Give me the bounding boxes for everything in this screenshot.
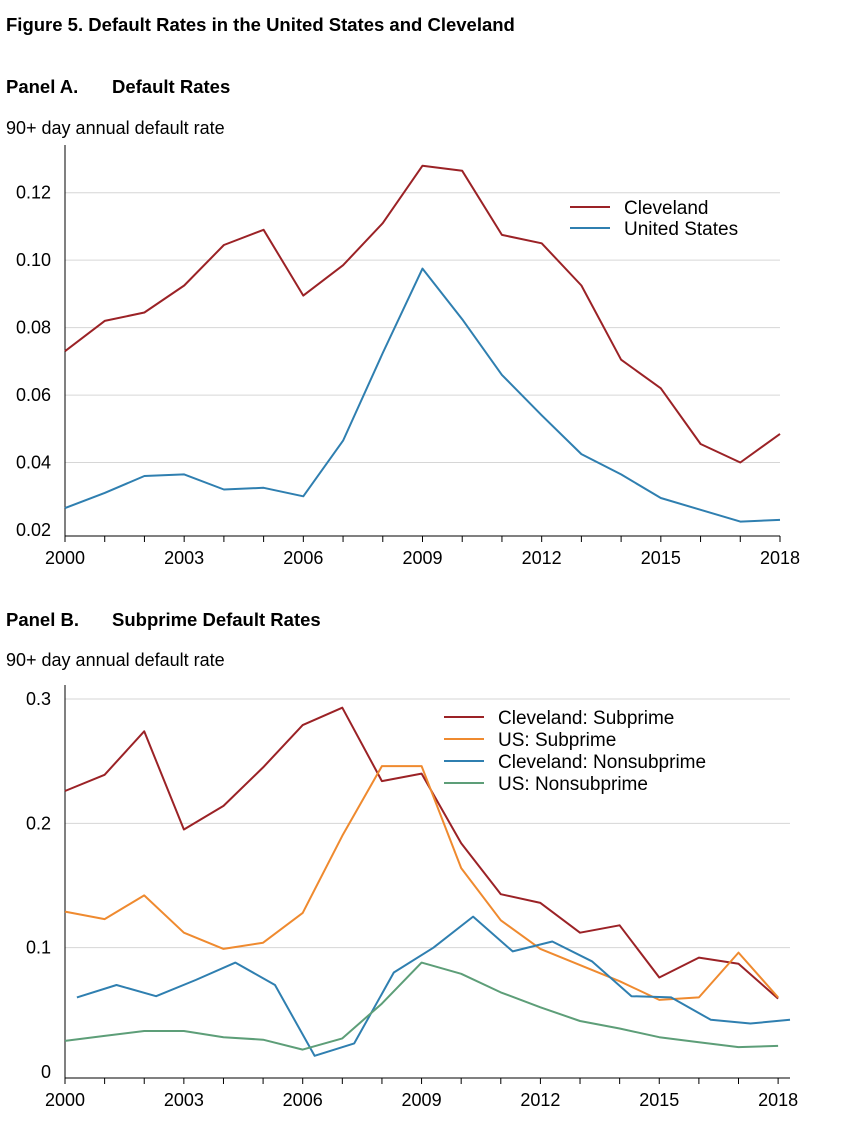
panel-a-x-tick-label: 2009: [402, 548, 442, 568]
panel-a-y-axis-label: 90+ day annual default rate: [6, 118, 225, 138]
panel-a-x-tick-label: 2015: [641, 548, 681, 568]
panel-b-line-chart: 0 0.1 0.2 0.3 2000 2003 2006 2009 2012 2015 2018 Cl…: [26, 685, 798, 1110]
panel-a-title: Default Rates: [112, 76, 231, 97]
panel-b-legend-label-cleveland-subprime: Cleveland: Subprime: [498, 708, 674, 729]
panel-b-x-tick-label: 2000: [45, 1090, 85, 1110]
panel-a-y-tick-label: 0.12: [16, 183, 51, 203]
panel-b-series-line-cleveland-nonsubprime: [76, 915, 791, 1057]
panel-b-legend-label-cleveland-nonsubprime: Cleveland: Nonsubprime: [498, 752, 706, 773]
panel-a-y-tick-label: 0.10: [16, 250, 51, 270]
panel-b-series-line-us-subprime: [64, 765, 779, 1001]
panel-a-series-line-cleveland: [64, 164, 781, 464]
panel-b-title: Subprime Default Rates: [112, 609, 321, 630]
panel-a-y-tick-label: 0.08: [16, 318, 51, 338]
panel-a-y-tick-label: 0.04: [16, 453, 51, 473]
panel-b-x-tick-label: 2015: [639, 1090, 679, 1110]
panel-a-series-line-united-states: [64, 267, 781, 523]
panel-a-legend-label-united-states: United States: [624, 219, 738, 240]
panel-b-y-axis-label: 90+ day annual default rate: [6, 650, 225, 670]
panel-b-x-tick-label: 2018: [758, 1090, 798, 1110]
panel-a-y-tick-label: 0.02: [16, 520, 51, 540]
panel-b-x-tick-label: 2006: [283, 1090, 323, 1110]
panel-a-x-tick-label: 2003: [164, 548, 204, 568]
panel-a-heading: Panel A. Default Rates: [6, 76, 230, 98]
panel-b-x-tick-label: 2009: [402, 1090, 442, 1110]
panel-b-series-line-cleveland-subprime: [64, 706, 779, 1000]
panel-b-legend-label-us-subprime: US: Subprime: [498, 730, 616, 751]
panel-a-x-tick-label: 2000: [45, 548, 85, 568]
panel-a-x-tick-label: 2018: [760, 548, 800, 568]
panel-b-y-tick-label: 0.2: [26, 813, 51, 833]
panel-a-legend-label-cleveland: Cleveland: [624, 198, 709, 219]
panel-b-x-tick-label: 2012: [520, 1090, 560, 1110]
panel-b-legend-label-us-nonsubprime: US: Nonsubprime: [498, 774, 648, 795]
panel-a-label: Panel A.: [6, 76, 79, 97]
panel-b-x-tick-label: 2003: [164, 1090, 204, 1110]
panel-a-y-tick-label: 0.06: [16, 385, 51, 405]
panel-b-heading: Panel B. Subprime Default Rates: [6, 609, 321, 631]
panel-a-line-chart: 0.02 0.04 0.06 0.08 0.10 0.12 2000 2003 2006 2009…: [16, 145, 800, 568]
panel-b-series-line-us-nonsubprime: [64, 961, 779, 1051]
panel-b-y-tick-label: 0: [41, 1062, 51, 1082]
figure-title: Figure 5. Default Rates in the United St…: [6, 14, 515, 35]
panel-b-label: Panel B.: [6, 609, 79, 630]
panel-b-y-tick-label: 0.1: [26, 938, 51, 958]
panel-a-x-tick-label: 2006: [283, 548, 323, 568]
panel-a-x-tick-label: 2012: [522, 548, 562, 568]
panel-b-y-tick-label: 0.3: [26, 689, 51, 709]
